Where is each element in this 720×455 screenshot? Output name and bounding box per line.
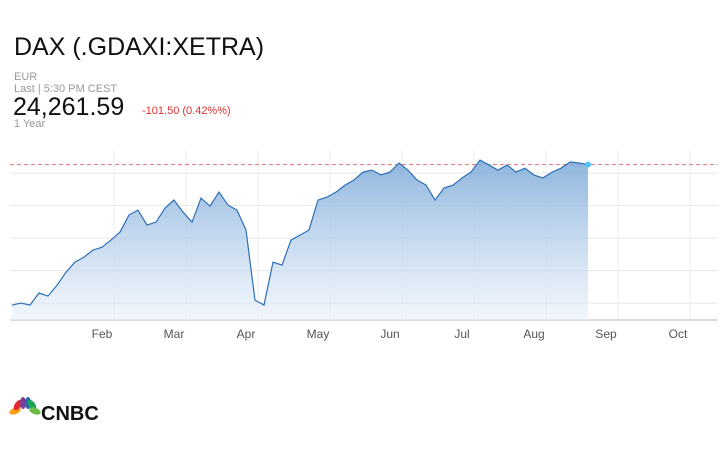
x-tick-label: Feb (92, 327, 113, 341)
last-point (585, 161, 591, 168)
range: 1 Year (14, 118, 46, 130)
x-tick-label: Jul (454, 327, 469, 341)
x-tick-label: Sep (595, 327, 617, 341)
last-price: 24,261.59 (13, 93, 124, 121)
price-line (11, 159, 589, 306)
price-change: -101.50 (0.42%%) (142, 105, 231, 117)
x-tick-label: Oct (669, 327, 688, 341)
x-tick-label: Mar (164, 327, 185, 341)
x-tick-label: Jun (380, 327, 399, 341)
x-tick-label: Apr (237, 327, 256, 341)
x-tick-label: May (307, 327, 330, 341)
area-fill (12, 160, 588, 320)
peacock-icon (9, 397, 41, 415)
timestamp: Last | 5:30 PM CEST (14, 83, 117, 95)
logo-text: CNBC (41, 403, 99, 425)
chart-title: DAX (.GDAXI:XETRA) (14, 33, 264, 61)
x-tick-label: Aug (523, 327, 544, 341)
currency: EUR (14, 71, 37, 83)
logo: CNBC (9, 397, 99, 425)
